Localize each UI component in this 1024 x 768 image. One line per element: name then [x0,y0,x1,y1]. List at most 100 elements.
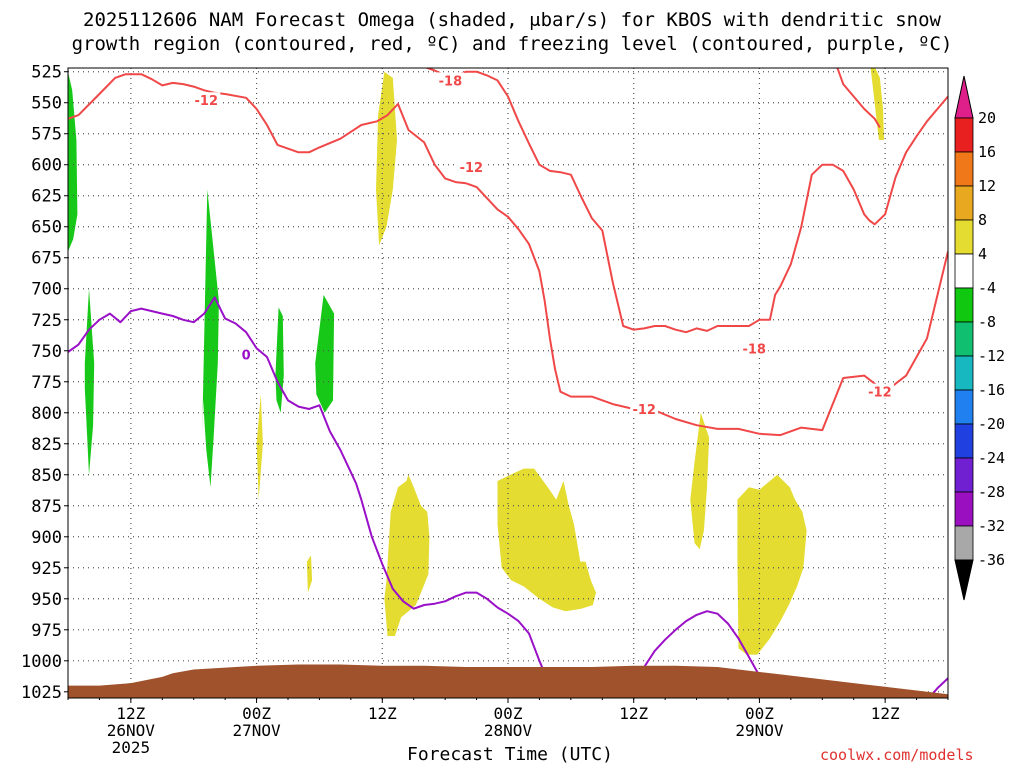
credit-link[interactable]: coolwx.com/models [820,746,974,764]
y-tick-label: 925 [31,559,62,579]
y-tick-label: 675 [31,249,62,269]
x-tick-label: 12Z [619,704,648,723]
contour-label-6: -12 [868,386,892,401]
omega-region-9 [384,474,430,636]
temperature-contour-3 [424,68,948,334]
contour-label-bg [240,346,253,362]
colorbar-label: 8 [978,211,987,229]
x-tick-date-label: 29NOV [735,721,784,740]
temperature-contour-4 [836,68,881,129]
colorbar-cell-11 [954,457,974,493]
y-tick-label: 725 [31,311,62,331]
title-line-1: 2025112606 NAM Forecast Omega (shaded, μ… [83,9,941,31]
grid-lines [68,68,948,698]
contour-label-bg [192,92,221,108]
omega-shading-layer [68,68,885,655]
omega-region-1 [68,71,78,252]
contour-label-bg [740,340,769,356]
y-tick-label: 900 [31,528,62,548]
y-tick-label: 775 [31,373,62,393]
temperature-contour-1 [68,73,467,185]
colorbar-label: -20 [978,415,1005,433]
colorbar-label: -8 [978,313,996,331]
y-tick-label: 800 [31,404,62,424]
colorbar-cell-6 [954,287,974,323]
omega-region-8 [376,71,397,246]
colorbar-label: -32 [978,517,1005,535]
colorbar-cell-5 [954,253,974,289]
colorbar-cell-8 [954,355,974,391]
colorbar-cell-4 [954,219,974,255]
colorbar-bottom-arrow [954,559,974,601]
colorbar-label: 16 [978,143,996,161]
omega-region-6 [256,394,263,500]
y-tick-label: 825 [31,435,62,455]
y-tick-label: 1000 [21,652,62,672]
colorbar-cell-12 [954,491,974,527]
omega-region-4 [275,307,284,413]
colorbar-label: -4 [978,279,996,297]
contour-label-bg [630,401,659,417]
contour-label-1: -12 [195,94,219,109]
y-tick-label: 950 [31,590,62,610]
omega-region-2 [84,288,95,475]
title-line-2: growth region (contoured, red, ºC) and f… [71,33,953,55]
omega-region-5 [315,294,335,413]
y-tick-label: 650 [31,218,62,238]
colorbar-cell-3 [954,185,974,221]
x-tick-date-label: 27NOV [232,721,281,740]
x-tick-date-label: 28NOV [484,721,533,740]
omega-region-3 [202,189,219,488]
colorbar-cell-1 [954,117,974,153]
y-tick-label: 600 [31,156,62,176]
colorbar-label: -16 [978,381,1005,399]
colorbar-label: -24 [978,449,1005,467]
omega-region-7 [306,555,313,593]
terrain-layer [68,664,948,698]
y-tick-label: 525 [31,63,62,83]
y-tick-label: 1025 [21,683,62,703]
y-tick-label: 975 [31,621,62,641]
colorbar-cell-9 [954,389,974,425]
omega-region-13 [870,68,885,140]
omega-region-11 [690,412,710,550]
colorbar-cell-13 [954,525,974,561]
y-tick-label: 575 [31,125,62,145]
x-tick-label: 00Z [494,704,523,723]
contour-label-bg [436,72,465,88]
axis-ticks: 525 550 575 600 625 650 675 700 725 750 775 800 825 8… [21,63,949,757]
colorbar-label: 20 [978,109,996,127]
y-tick-label: 875 [31,497,62,517]
omega-region-12 [737,474,807,655]
colorbar-cell-7 [954,321,974,357]
x-tick-label: 00Z [745,704,774,723]
y-tick-label: 625 [31,187,62,207]
x-tick-label: 12Z [871,704,900,723]
contour-label-bg [865,383,894,399]
colorbar-cell-2 [954,151,974,187]
contour-label-2: -18 [439,74,463,89]
y-tick-label: 550 [31,94,62,114]
contour-label-3: -12 [460,161,484,176]
terrain-fill [68,664,948,698]
x-tick-label: 12Z [116,704,145,723]
omega-region-10 [497,468,596,612]
colorbar-label: 12 [978,177,996,195]
y-tick-label: 750 [31,342,62,362]
x-tick-year-label: 2025 [112,738,151,757]
y-tick-label: 700 [31,280,62,300]
colorbar-label: 4 [978,245,987,263]
x-tick-label: 00Z [242,704,271,723]
x-tick-date-label: 26NOV [107,721,156,740]
colorbar-label: -28 [978,483,1005,501]
contour-label-4: -12 [632,403,656,418]
contour-label-5: -18 [742,342,766,357]
x-axis-label: Forecast Time (UTC) [407,744,613,765]
x-tick-label: 12Z [368,704,397,723]
contour-labels: -12 -18 -12 -12 -18 -12 0 [192,72,894,418]
colorbar-label: -36 [978,551,1005,569]
contour-label-7: 0 [242,348,251,363]
chart-title: 2025112606 NAM Forecast Omega (shaded, μ… [0,8,1024,56]
colorbar-top-arrow [954,75,974,119]
